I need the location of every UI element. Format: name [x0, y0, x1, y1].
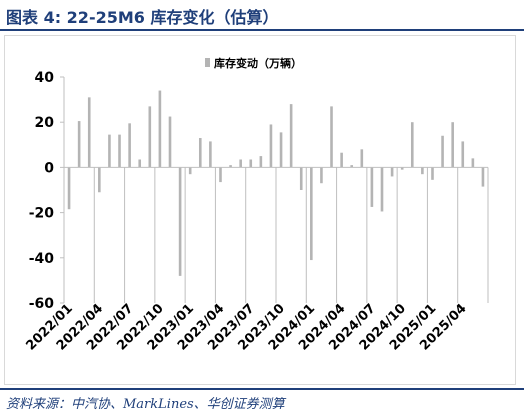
bar-15 — [219, 167, 222, 183]
bar-29 — [360, 149, 364, 168]
y-tick-label: -20 — [29, 206, 55, 222]
legend-label: 库存变动（万辆） — [214, 56, 302, 70]
inventory-change-chart: 库存变动（万辆） 40 20 0 -20 -40 -60 2022/012022/0420… — [24, 56, 489, 354]
y-tick-label: -60 — [29, 296, 55, 312]
bar-40 — [471, 158, 475, 168]
bar-32 — [390, 167, 394, 177]
bar-31 — [380, 167, 384, 212]
bar-35 — [421, 167, 424, 175]
bar-28 — [350, 165, 354, 168]
chart-frame — [4, 35, 516, 385]
bar-30 — [370, 167, 374, 207]
bar-9 — [158, 90, 162, 168]
bar-0 — [67, 167, 71, 210]
figure-title: 图表 4: 22-25M6 库存变化（估算） — [6, 8, 279, 27]
title-divider — [0, 29, 524, 31]
bar-19 — [259, 156, 263, 168]
bar-2 — [87, 97, 91, 168]
bar-4 — [108, 134, 111, 168]
bar-36 — [431, 167, 434, 180]
bar-33 — [400, 167, 404, 170]
legend-swatch — [205, 58, 210, 67]
y-tick-label: 0 — [44, 160, 54, 176]
y-tick-label: 20 — [35, 115, 55, 131]
bar-34 — [410, 122, 414, 168]
bar-26 — [330, 106, 333, 168]
bar-16 — [229, 165, 232, 168]
bar-1 — [77, 121, 81, 168]
bar-23 — [299, 167, 303, 190]
bar-39 — [461, 141, 465, 168]
bar-21 — [279, 132, 283, 168]
bar-13 — [198, 138, 202, 168]
bar-20 — [269, 124, 273, 168]
y-tick-label: -40 — [29, 251, 55, 267]
bar-14 — [209, 141, 212, 168]
bar-37 — [441, 135, 444, 168]
y-axis: 40 20 0 -20 -40 -60 — [29, 70, 65, 312]
y-tick-label: 40 — [35, 70, 55, 86]
x-axis: 2022/012022/042022/072022/102023/012023/… — [24, 166, 489, 354]
bar-18 — [249, 159, 253, 168]
bar-8 — [148, 106, 152, 168]
bar-11 — [178, 167, 182, 276]
bar-22 — [289, 104, 293, 168]
bar-25 — [320, 167, 323, 184]
bar-10 — [168, 116, 172, 168]
bar-12 — [188, 167, 192, 175]
bar-series — [67, 90, 485, 276]
bar-5 — [118, 134, 121, 168]
bar-38 — [451, 122, 454, 168]
bar-7 — [138, 159, 142, 168]
footer-divider — [0, 388, 524, 390]
bar-3 — [98, 167, 101, 193]
bar-17 — [239, 159, 242, 168]
bar-41 — [481, 167, 485, 187]
bar-6 — [128, 123, 131, 168]
bar-27 — [340, 152, 343, 168]
chart-legend: 库存变动（万辆） — [205, 56, 302, 70]
bar-24 — [310, 167, 313, 261]
source-note: 资料来源：中汽协、MarkLines、华创证券测算 — [6, 397, 285, 412]
